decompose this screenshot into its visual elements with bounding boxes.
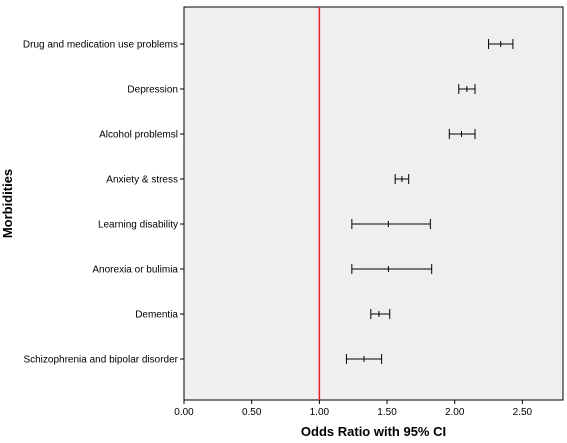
ci-row — [351, 219, 431, 229]
ci-row — [370, 309, 391, 319]
ci-row — [458, 84, 476, 94]
y-tick-label: Depression — [127, 85, 178, 96]
x-tick-label: 1.00 — [310, 407, 330, 418]
ci-row — [394, 174, 410, 184]
x-tick-label: 2.50 — [513, 407, 533, 418]
y-tick-label: Anorexia or bulimia — [92, 265, 178, 276]
x-tick-label: 1.50 — [377, 407, 397, 418]
y-axis-title: Morbidities — [0, 169, 15, 238]
x-axis-title: Odds Ratio with 95% CI — [301, 424, 446, 439]
ci-row — [351, 264, 433, 274]
y-tick-label: Anxiety & stress — [106, 175, 178, 186]
plot-area — [183, 6, 564, 401]
y-tick-label: Dementia — [135, 310, 178, 321]
y-tick-label: Drug and medication use problems — [23, 40, 178, 51]
y-tick-label: Alcohol problemsl — [99, 130, 178, 141]
x-tick-label: 2.00 — [445, 407, 465, 418]
ci-row — [448, 129, 476, 139]
x-tick-label: 0.00 — [174, 407, 194, 418]
y-tick-label: Learning disability — [98, 220, 178, 231]
ci-row — [345, 354, 383, 364]
ci-row — [488, 39, 514, 49]
x-tick-label: 0.50 — [242, 407, 262, 418]
y-tick-label: Schizophrenia and bipolar disorder — [23, 355, 178, 366]
